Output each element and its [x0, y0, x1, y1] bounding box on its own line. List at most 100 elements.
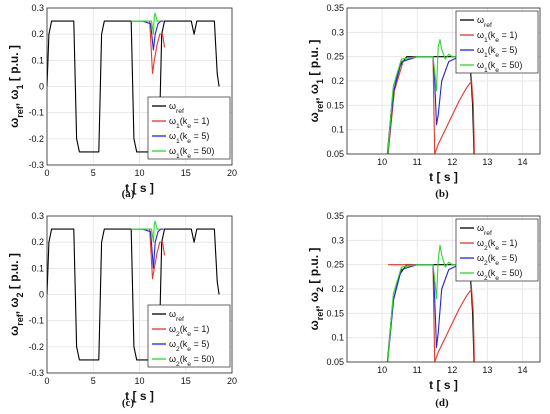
y-tick-label: 0.05: [326, 149, 344, 159]
y-tick-label: 0.35: [326, 211, 344, 221]
legend-entry: ω2(ke = 5): [169, 339, 209, 353]
y-tick-label: -0.2: [28, 134, 44, 144]
x-tick-label: 10: [134, 168, 144, 178]
legend-entry: ω2(ke = 1): [169, 324, 209, 338]
legend-box: [147, 304, 231, 368]
y-tick-label: 0.05: [326, 357, 344, 367]
y-tick-label: -0.1: [28, 316, 44, 326]
legend-entry: ωref: [477, 223, 492, 237]
series-group: [386, 39, 475, 154]
legend-entry: ω1(ke = 1): [169, 116, 209, 130]
series-group: [386, 244, 475, 362]
series-line-2: [387, 264, 474, 362]
x-tick-label: 11: [413, 157, 422, 167]
chart-panel-b: 10 11 12 13 14 0.05 0.1 0.15 0.2 0.25 0.3 0.35 t [ s…: [307, 3, 541, 200]
y-tick-label: 0.25: [326, 260, 344, 270]
x-axis-label: t [ s ]: [125, 181, 154, 195]
x-tick-label: 5: [91, 376, 96, 386]
chart-panel-d: 10 11 12 13 14 0.05 0.1 0.15 0.2 0.25 0.3 0.35 t [ s…: [307, 211, 541, 409]
y-tick-label: -0.2: [28, 342, 44, 352]
panel-caption: (a): [122, 188, 135, 200]
x-tick-label: 15: [181, 168, 191, 178]
x-tick-label: 0: [44, 168, 49, 178]
y-tick-label: -0.3: [28, 160, 44, 170]
x-tick-label: 10: [134, 376, 144, 386]
y-tick-label: 0.15: [326, 308, 344, 318]
legend-entry: ωref: [169, 309, 184, 323]
x-axis-label: t [ s ]: [429, 170, 458, 184]
y-tick-label: 0.3: [31, 211, 44, 221]
series-line-1: [388, 264, 475, 362]
legend-entry: ω2(ke = 1): [477, 238, 517, 252]
x-tick-label: 14: [517, 365, 527, 375]
x-tick-label: 13: [482, 365, 492, 375]
y-tick-label: 0.3: [331, 27, 344, 37]
y-axis-label: ωref, ω1 [ p.u. ]: [307, 40, 325, 123]
x-tick-label: 12: [447, 365, 457, 375]
y-axis-label: ωref, ω2 [ p.u. ]: [307, 248, 325, 331]
series-group: [47, 12, 220, 153]
legend-entry: ω1(ke = 5): [169, 131, 209, 145]
y-tick-label: 0.1: [31, 55, 44, 65]
y-tick-label: 0.1: [31, 263, 44, 273]
x-tick-label: 20: [227, 168, 237, 178]
y-tick-label: 0.1: [331, 333, 344, 343]
panel-caption: (d): [435, 397, 449, 409]
x-tick-label: 12: [447, 157, 457, 167]
x-tick-label: 13: [482, 157, 492, 167]
legend-box: [147, 96, 231, 160]
x-tick-label: 10: [377, 157, 387, 167]
series-line-2: [387, 56, 474, 154]
y-tick-label: 0.1: [331, 125, 344, 135]
legend-box: [455, 10, 539, 74]
legend-entry: ω2(ke = 50): [169, 354, 214, 368]
x-tick-label: 10: [377, 365, 387, 375]
series-line-3: [131, 12, 160, 35]
x-tick-label: 0: [44, 376, 49, 386]
y-tick-label: 0: [39, 290, 44, 300]
axes-box: [46, 215, 233, 374]
legend-entry: ω1(ke = 5): [477, 45, 517, 59]
x-tick-label: 5: [91, 168, 96, 178]
legend-entry: ω1(ke = 1): [477, 30, 517, 44]
y-tick-label: 0.35: [326, 3, 344, 13]
panel-caption: (b): [435, 188, 449, 200]
y-tick-label: 0.2: [331, 76, 344, 86]
legend-entry: ω1(ke = 50): [169, 146, 214, 160]
y-axis-label: ωref, ω2 [ p.u. ]: [7, 253, 25, 336]
axes-box: [346, 7, 541, 155]
y-tick-label: 0.15: [326, 100, 344, 110]
legend-entry: ω1(ke = 50): [477, 60, 522, 74]
legend-box: [455, 218, 539, 282]
x-tick-label: 11: [413, 365, 422, 375]
y-axis-label: ωref, ω1 [ p.u. ]: [7, 45, 25, 128]
x-tick-label: 20: [227, 376, 237, 386]
y-tick-label: 0.2: [31, 29, 44, 39]
y-tick-label: 0.25: [326, 52, 344, 62]
y-tick-label: 0.2: [31, 237, 44, 247]
y-tick-label: -0.3: [28, 368, 44, 378]
series-line-3: [387, 244, 474, 362]
y-tick-label: 0.3: [31, 3, 44, 13]
axes-box: [346, 215, 541, 363]
x-axis-label: t [ s ]: [429, 378, 458, 392]
x-axis-label: t [ s ]: [125, 389, 154, 403]
legend-entry: ωref: [169, 101, 184, 115]
series-line-3: [387, 39, 474, 154]
y-tick-label: 0.3: [331, 235, 344, 245]
legend-entry: ω2(ke = 5): [477, 253, 517, 267]
chart-panel-c: 0 5 10 15 20 -0.3 -0.2 -0.1 0 0.1 0.2 0.3 t [ s ] ωre…: [7, 211, 237, 409]
axes-box: [46, 7, 233, 166]
legend-entry: ω2(ke = 50): [477, 268, 522, 282]
y-tick-label: 0: [39, 82, 44, 92]
x-tick-label: 15: [181, 376, 191, 386]
legend-entry: ωref: [477, 15, 492, 29]
series-line-0: [47, 20, 220, 153]
series-line-3: [131, 220, 160, 243]
panel-caption: (c): [122, 397, 135, 409]
